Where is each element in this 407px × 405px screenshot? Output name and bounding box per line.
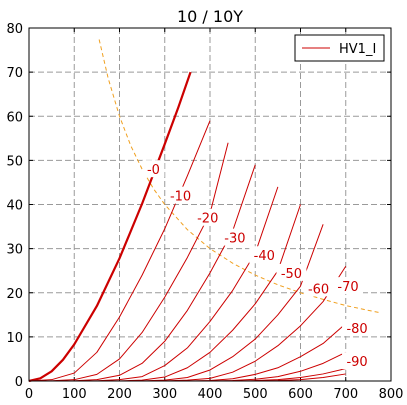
curve-label-bg (342, 352, 373, 370)
x-tick-label: 100 (62, 387, 87, 402)
x-tick-label: 600 (288, 387, 313, 402)
x-tick-label: 500 (243, 387, 268, 402)
curve-label: -90 (346, 355, 367, 370)
curve-label: -10 (170, 190, 191, 205)
legend: HV1_I (294, 34, 385, 62)
y-tick-label: 30 (6, 243, 23, 258)
y-tick-label: 40 (6, 199, 23, 214)
curve-label-bg (342, 319, 373, 337)
y-tick-label: 20 (6, 287, 23, 302)
legend-label: HV1_I (339, 42, 376, 57)
x-tick-label: 800 (379, 387, 404, 402)
grid-curve-line (47, 142, 229, 382)
grid-curve-line (205, 351, 346, 382)
grid-curve-line (92, 186, 279, 382)
curve-label-bg (165, 186, 196, 204)
x-tick-label: 0 (25, 387, 33, 402)
curve-label-bg (249, 246, 280, 264)
x-tick-label: 300 (152, 387, 177, 402)
y-tick-label: 50 (6, 154, 23, 169)
plot-frame (28, 27, 392, 382)
grid-curve-line (28, 71, 192, 383)
grid-curve-line (160, 266, 347, 382)
grid-curve-line (114, 204, 301, 382)
x-tick-label: 400 (198, 387, 223, 402)
grid-curve-line (69, 164, 256, 382)
curve-label-bg (142, 160, 165, 178)
curve-label: -70 (337, 280, 358, 295)
x-tick-label: 200 (107, 387, 132, 402)
grid-curve-line (182, 323, 347, 382)
axis-ticks: 0 100 200 300 400 500 600 700 800 0 10 20 30 40 50 60 70… (6, 22, 403, 402)
curve-label-bg (333, 277, 364, 295)
y-tick-label: 0 (15, 375, 23, 390)
curve-label: -40 (254, 249, 275, 264)
max-power-curve (98, 39, 380, 314)
curve-labels: -0 -10 -20 -30 -40 -50 -60 -70 -80 -90 (142, 160, 373, 370)
y-tick-label: 10 (6, 331, 23, 346)
curve-label-bg (276, 263, 307, 281)
y-tick-label: 70 (6, 66, 23, 81)
curve-label: -80 (346, 322, 367, 337)
curve-label: -50 (281, 267, 302, 282)
curve-label-bg (192, 208, 223, 226)
curve-label: -20 (197, 212, 218, 227)
grid-curve-line (137, 224, 324, 382)
curve-label: -0 (147, 163, 160, 178)
curve-label: -60 (308, 282, 329, 297)
chart-title: 10 / 10Y (177, 7, 243, 26)
curve-label-bg (303, 279, 334, 297)
curve-label-bg (219, 228, 250, 246)
y-tick-label: 60 (6, 110, 23, 125)
x-tick-label: 700 (333, 387, 358, 402)
curve-label: -30 (224, 232, 245, 247)
y-tick-label: 80 (6, 22, 23, 37)
